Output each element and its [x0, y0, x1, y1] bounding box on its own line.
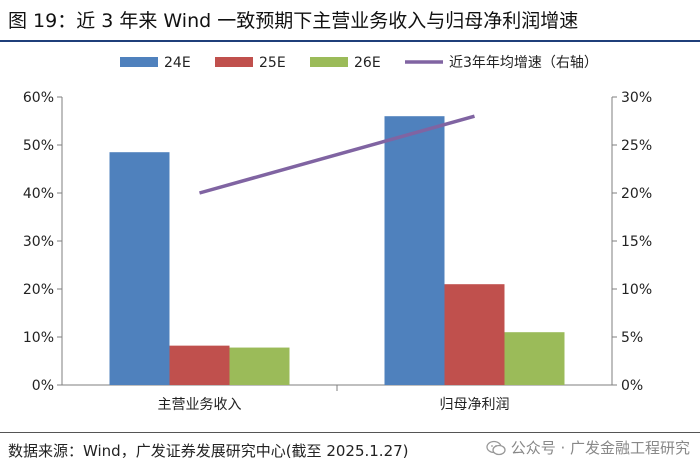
category-label: 主营业务收入	[158, 397, 242, 413]
legend-swatch-24E	[120, 57, 158, 67]
legend-label: 近3年年均增速（右轴）	[449, 55, 598, 71]
title-divider	[0, 40, 700, 42]
axes: 0% 10% 20% 30% 40% 50% 60% 0% 5% 10% 15% 20% 25% 30%	[23, 90, 652, 394]
chart-area: 24E 25E 26E 近3年年均增速（右轴） 0% 10% 20% 30% 40% 50% 60…	[23, 55, 652, 413]
bar-24E-0	[109, 152, 170, 385]
category-label: 归母净利润	[440, 396, 510, 413]
bar-25E-1	[444, 284, 505, 385]
y-left-tick-label: 0%	[32, 378, 54, 394]
legend-label: 26E	[354, 55, 381, 71]
line-series	[199, 114, 475, 195]
legend-swatch-26E	[310, 57, 348, 67]
y-right-tick-label: 30%	[621, 90, 652, 106]
y-left-tick-label: 60%	[23, 90, 54, 106]
y-left-tick-label: 50%	[23, 138, 54, 154]
y-right-tick-label: 25%	[621, 138, 652, 154]
y-right-tick-label: 5%	[621, 330, 643, 346]
bar-26E-1	[504, 332, 565, 385]
y-left-tick-label: 40%	[23, 186, 54, 202]
y-right-tick-label: 20%	[621, 186, 652, 202]
watermark: 公众号 · 广发金融工程研究	[486, 437, 690, 458]
legend-label: 25E	[259, 55, 286, 71]
bar-24E-1	[384, 116, 445, 385]
y-right-tick-label: 10%	[621, 282, 652, 298]
wechat-icon	[486, 440, 506, 455]
source-note: 数据来源：Wind，广发证券发展研究中心(截至 2025.1.27)	[8, 442, 409, 460]
legend-label: 24E	[164, 55, 191, 71]
footer-divider	[0, 432, 700, 433]
y-left-tick-label: 10%	[23, 330, 54, 346]
bar-26E-0	[229, 347, 290, 385]
legend-swatch-25E	[215, 57, 253, 67]
chart-title: 图 19：近 3 年来 Wind 一致预期下主营业务收入与归母净利润增速	[8, 10, 579, 32]
y-left-tick-label: 30%	[23, 234, 54, 250]
bars	[109, 116, 565, 385]
category-labels: 主营业务收入 归母净利润	[158, 396, 510, 413]
y-right-tick-label: 15%	[621, 234, 652, 250]
y-left-tick-label: 20%	[23, 282, 54, 298]
legend: 24E 25E 26E 近3年年均增速（右轴）	[120, 55, 598, 71]
bar-25E-0	[169, 345, 230, 385]
lines	[199, 114, 475, 195]
y-right-tick-label: 0%	[621, 378, 643, 394]
watermark-text: 公众号 · 广发金融工程研究	[510, 439, 690, 457]
